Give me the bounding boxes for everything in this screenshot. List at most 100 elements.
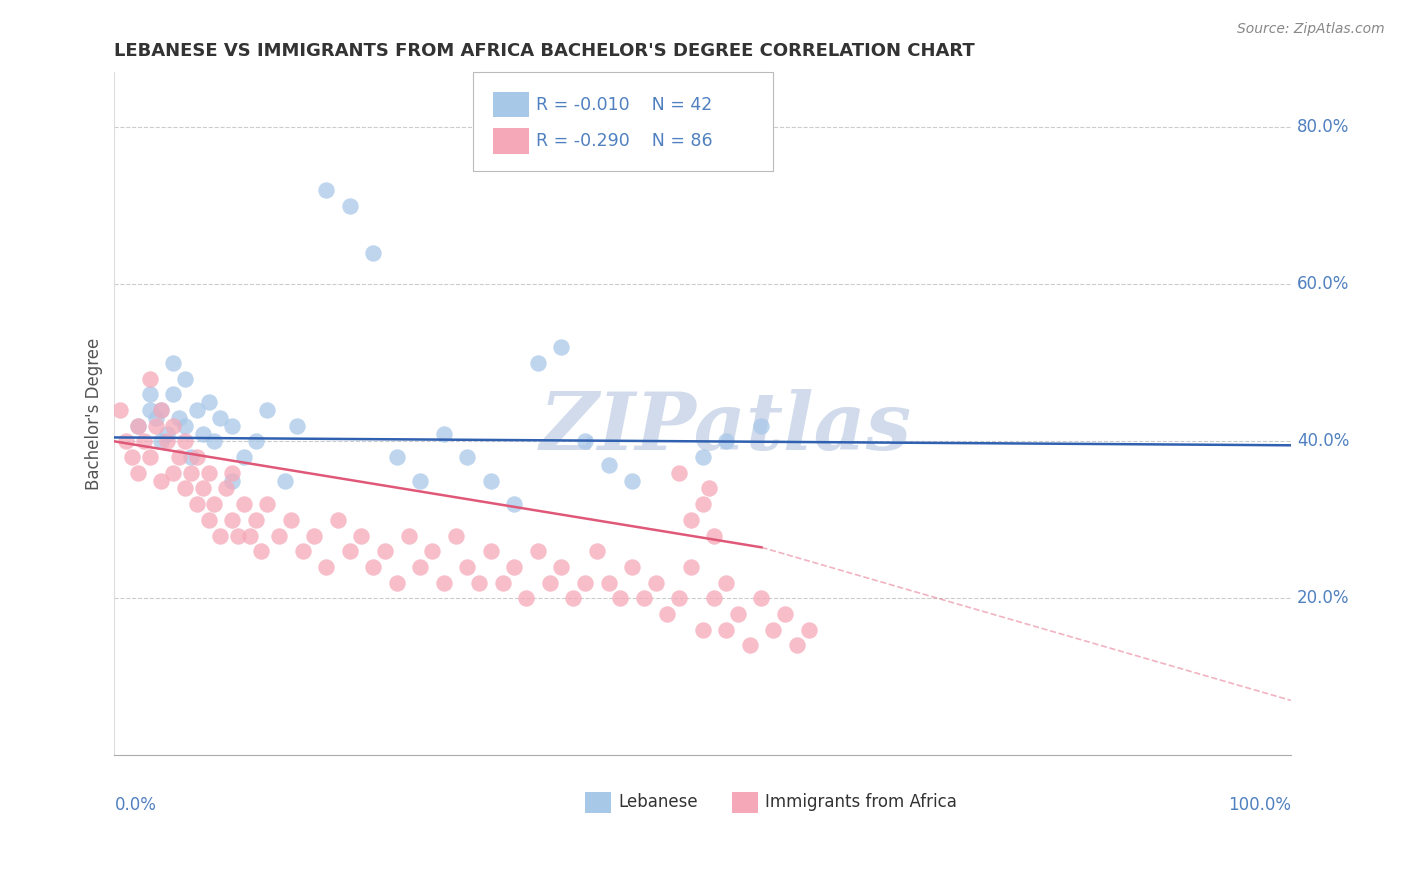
Point: [339, 544, 361, 558]
Point: [503, 560, 526, 574]
Point: [162, 418, 184, 433]
Point: [127, 418, 149, 433]
Point: [668, 591, 690, 606]
Point: [374, 544, 396, 558]
Point: [221, 466, 243, 480]
Point: [315, 560, 337, 574]
Point: [138, 387, 160, 401]
Point: [150, 403, 173, 417]
Point: [269, 528, 291, 542]
Point: [633, 591, 655, 606]
Point: [280, 513, 302, 527]
Point: [433, 575, 456, 590]
Bar: [494, 128, 529, 153]
Point: [202, 434, 225, 449]
Point: [285, 418, 308, 433]
Point: [420, 544, 443, 558]
Point: [174, 418, 197, 433]
Point: [156, 426, 179, 441]
Point: [361, 246, 384, 260]
Point: [232, 497, 254, 511]
Point: [145, 418, 167, 433]
Point: [703, 528, 725, 542]
Point: [433, 426, 456, 441]
Point: [256, 497, 278, 511]
Point: [274, 474, 297, 488]
Point: [209, 528, 232, 542]
Point: [186, 450, 208, 464]
Point: [138, 450, 160, 464]
Point: [773, 607, 796, 621]
FancyBboxPatch shape: [474, 72, 773, 171]
Point: [110, 403, 132, 417]
Point: [202, 497, 225, 511]
Point: [679, 560, 702, 574]
Point: [174, 434, 197, 449]
Point: [714, 623, 737, 637]
Point: [197, 466, 219, 480]
Point: [585, 544, 607, 558]
Text: R = -0.290    N = 86: R = -0.290 N = 86: [536, 132, 713, 150]
Point: [644, 575, 666, 590]
Point: [339, 199, 361, 213]
Point: [714, 575, 737, 590]
Point: [668, 466, 690, 480]
Point: [162, 387, 184, 401]
Text: 60.0%: 60.0%: [1296, 276, 1350, 293]
Text: 80.0%: 80.0%: [1296, 119, 1350, 136]
Point: [527, 544, 550, 558]
Point: [598, 458, 620, 472]
Point: [350, 528, 373, 542]
Point: [574, 434, 596, 449]
Point: [657, 607, 679, 621]
Text: LEBANESE VS IMMIGRANTS FROM AFRICA BACHELOR'S DEGREE CORRELATION CHART: LEBANESE VS IMMIGRANTS FROM AFRICA BACHE…: [114, 42, 976, 60]
Point: [186, 497, 208, 511]
Point: [621, 560, 644, 574]
Point: [191, 482, 214, 496]
Point: [550, 340, 572, 354]
Point: [180, 450, 202, 464]
Text: ZIPatlas: ZIPatlas: [540, 389, 912, 467]
Point: [197, 395, 219, 409]
Point: [385, 575, 408, 590]
Point: [245, 513, 267, 527]
Text: 100.0%: 100.0%: [1227, 797, 1291, 814]
Y-axis label: Bachelor's Degree: Bachelor's Degree: [86, 338, 103, 490]
Point: [562, 591, 585, 606]
Point: [145, 410, 167, 425]
Point: [226, 528, 249, 542]
Bar: [733, 791, 758, 814]
Point: [127, 466, 149, 480]
Point: [186, 403, 208, 417]
Point: [127, 418, 149, 433]
Point: [679, 513, 702, 527]
Point: [409, 560, 432, 574]
Point: [409, 474, 432, 488]
Text: Lebanese: Lebanese: [617, 794, 697, 812]
Point: [245, 434, 267, 449]
Point: [132, 434, 155, 449]
Point: [738, 639, 761, 653]
Point: [174, 482, 197, 496]
Point: [479, 474, 502, 488]
Point: [515, 591, 537, 606]
Point: [239, 528, 262, 542]
Point: [762, 623, 785, 637]
Point: [156, 434, 179, 449]
Point: [361, 560, 384, 574]
Point: [503, 497, 526, 511]
Point: [291, 544, 314, 558]
Text: 0.0%: 0.0%: [114, 797, 156, 814]
Point: [697, 482, 720, 496]
Point: [714, 434, 737, 449]
Point: [167, 450, 190, 464]
Text: 20.0%: 20.0%: [1296, 590, 1350, 607]
Text: 40.0%: 40.0%: [1296, 433, 1350, 450]
Point: [197, 513, 219, 527]
Bar: [585, 791, 610, 814]
Point: [209, 410, 232, 425]
Text: R = -0.010    N = 42: R = -0.010 N = 42: [536, 95, 711, 113]
Point: [221, 474, 243, 488]
Point: [468, 575, 491, 590]
Point: [150, 403, 173, 417]
